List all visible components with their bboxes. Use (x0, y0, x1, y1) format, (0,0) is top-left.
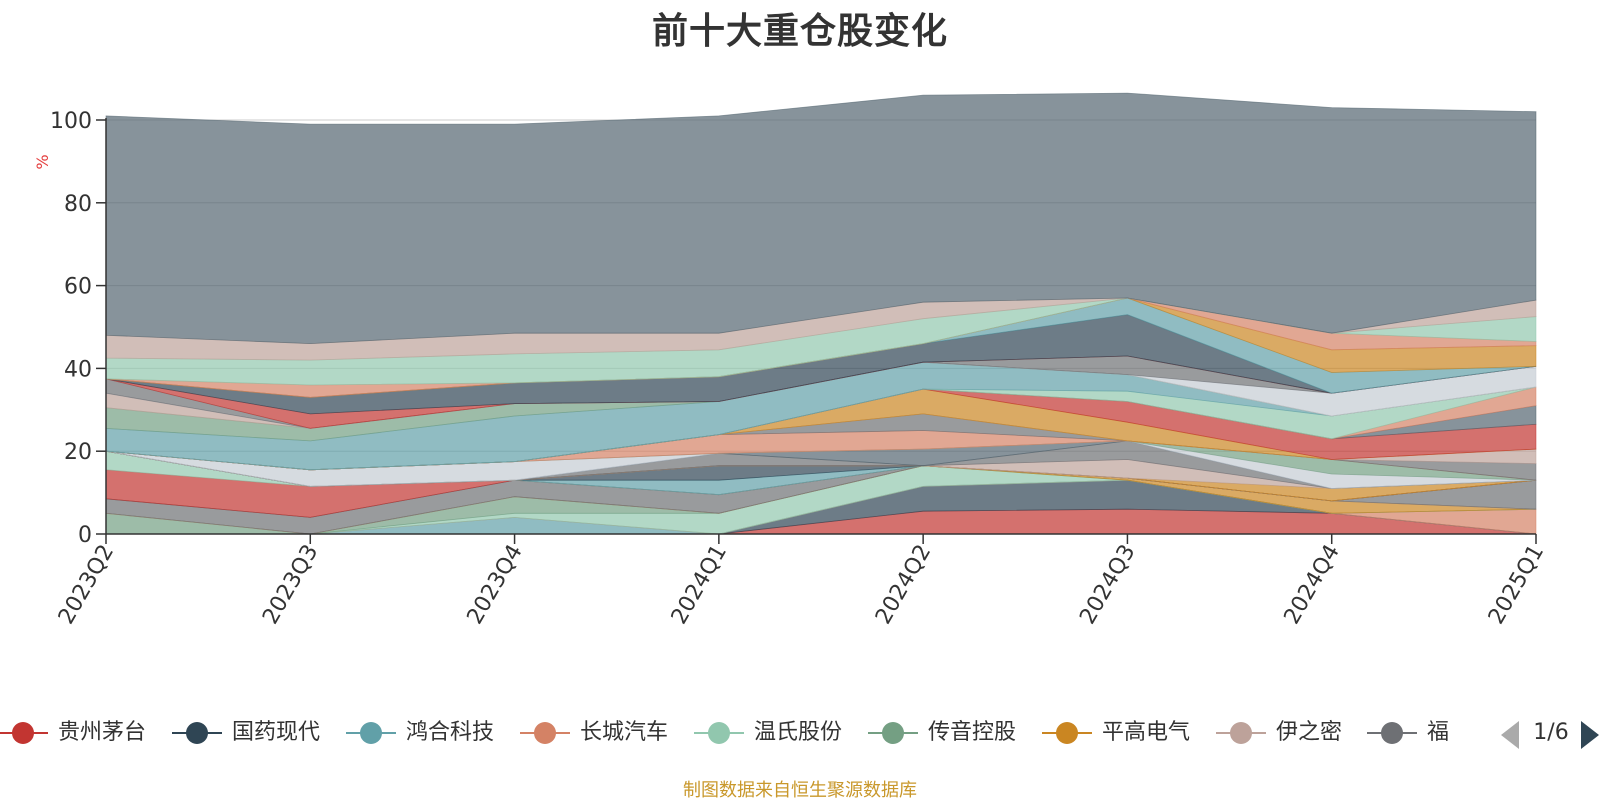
legend-marker-icon (694, 722, 744, 744)
legend-label: 福 (1427, 720, 1450, 745)
x-tick-label: 2023Q4 (462, 541, 527, 629)
legend-marker-icon (520, 722, 570, 744)
legend-label: 国药现代 (232, 720, 321, 745)
legend-marker-icon (1367, 722, 1417, 744)
legend-pager: 1/6 (1500, 718, 1600, 752)
legend-marker-icon (1216, 722, 1266, 744)
legend-marker-icon (1042, 722, 1092, 744)
legend-label: 伊之密 (1276, 720, 1343, 745)
x-tick-label: 2023Q3 (258, 541, 323, 629)
legend-label: 鸿合科技 (406, 720, 495, 745)
legend-viewport: 贵州茅台 国药现代 鸿合科技 长城汽车 温氏股份 传音控股 平高电气 伊之密 福 (0, 716, 1483, 750)
legend-prev-page-icon[interactable] (1501, 721, 1519, 749)
y-tick-label: 20 (64, 440, 92, 465)
x-tick-label: 2024Q4 (1280, 541, 1345, 629)
series-area-42 (105, 92, 1537, 345)
legend-page-indicator: 1/6 (1533, 720, 1569, 745)
legend: 贵州茅台 国药现代 鸿合科技 长城汽车 温氏股份 传音控股 平高电气 伊之密 福 (0, 716, 1600, 750)
legend-label: 传音控股 (928, 720, 1017, 745)
chart-title: 前十大重仓股变化 (651, 11, 948, 52)
x-tick-label: 2024Q2 (871, 541, 936, 629)
legend-marker-icon (0, 722, 48, 744)
legend-label: 温氏股份 (754, 720, 843, 745)
y-tick-label: 100 (50, 109, 92, 134)
x-tick-label: 2024Q1 (667, 541, 732, 629)
y-tick-label: 40 (64, 357, 92, 382)
legend-next-page-icon[interactable] (1581, 721, 1599, 749)
legend-label: 贵州茅台 (58, 720, 147, 745)
area-series (105, 92, 1537, 535)
y-axis-label: % (33, 154, 52, 169)
legend-marker-icon (172, 722, 222, 744)
legend-marker-icon (346, 722, 396, 744)
legend-label: 平高电气 (1102, 720, 1191, 745)
y-tick-label: 60 (64, 275, 92, 300)
legend-label: 长城汽车 (580, 720, 669, 745)
source-note: 制图数据来自恒生聚源数据库 (683, 780, 917, 801)
y-tick-label: 80 (64, 192, 92, 217)
y-tick-label: 0 (78, 523, 92, 548)
x-tick-label: 2024Q3 (1075, 541, 1140, 629)
x-tick-label: 2025Q1 (1484, 541, 1549, 629)
legend-marker-icon (868, 722, 918, 744)
x-tick-label: 2023Q2 (54, 541, 119, 629)
